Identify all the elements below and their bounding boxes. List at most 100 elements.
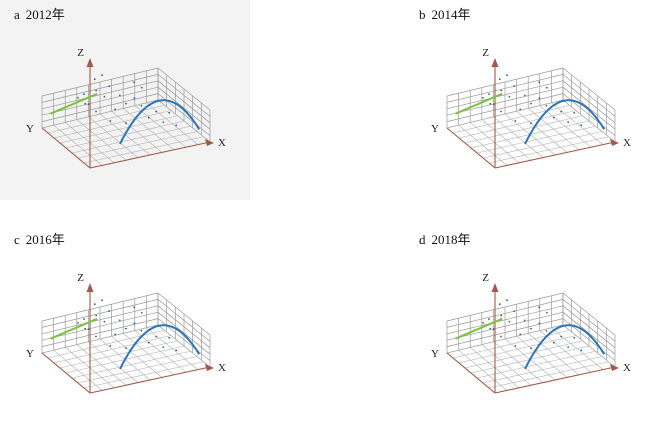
wall-gridline xyxy=(446,299,564,328)
floor-gridline xyxy=(476,350,596,379)
wall-gridline xyxy=(157,74,211,117)
data-point xyxy=(162,121,165,123)
floor-gridline xyxy=(458,335,577,364)
floor-gridline xyxy=(53,335,172,364)
data-point xyxy=(155,335,158,338)
wall-gridline xyxy=(157,305,211,349)
data-point xyxy=(140,329,143,332)
floor-gridline xyxy=(446,324,564,354)
z-axis-label: Z xyxy=(482,47,489,59)
data-point xyxy=(133,322,136,325)
floor-gridline xyxy=(464,115,583,144)
data-point xyxy=(580,349,583,352)
chart-3d-c: Z Y X xyxy=(26,272,226,394)
wall-gridline xyxy=(157,299,211,342)
wall-gridline xyxy=(41,311,159,341)
data-point xyxy=(567,121,570,123)
panel-c: c 2016年 Z Y X xyxy=(0,225,300,425)
data-point xyxy=(125,102,127,105)
data-point xyxy=(489,327,492,330)
data-point xyxy=(118,319,121,322)
panel-year: 2018年 xyxy=(431,232,471,247)
data-point xyxy=(580,124,583,127)
wall-gridline xyxy=(41,80,159,110)
series-linear-trend xyxy=(455,92,503,115)
data-point xyxy=(168,336,171,339)
data-point xyxy=(147,116,150,119)
wall-gridline xyxy=(446,93,564,122)
data-point xyxy=(108,310,111,313)
floor-gridline xyxy=(83,136,204,164)
z-axis-label: Z xyxy=(77,47,84,59)
data-point xyxy=(538,81,541,84)
panel-title: d 2018年 xyxy=(419,229,471,248)
y-axis-label: Y xyxy=(26,123,34,135)
floor-gridline xyxy=(482,131,603,159)
data-point xyxy=(140,311,143,314)
wall-gridline xyxy=(41,67,159,97)
data-point xyxy=(125,347,127,349)
chart-3d-b: Z Y X xyxy=(431,47,631,169)
data-point xyxy=(93,303,96,306)
wall-gridline xyxy=(157,67,211,111)
series-linear-trend xyxy=(50,92,98,115)
chart-3d-d: Z Y X xyxy=(431,272,631,394)
x-axis-line xyxy=(89,366,211,394)
floor-gridline xyxy=(41,99,159,129)
floor-gridline xyxy=(464,340,583,369)
floor-gridline xyxy=(452,104,570,134)
data-point xyxy=(168,111,171,114)
panel-title: a 2012年 xyxy=(14,4,65,23)
data-point xyxy=(109,345,112,347)
data-point xyxy=(125,122,127,124)
data-point xyxy=(87,328,90,330)
z-axis-arrow xyxy=(86,58,94,67)
panel-title: c 2016年 xyxy=(14,229,65,248)
data-point xyxy=(482,97,484,99)
y-axis-label: Y xyxy=(431,123,439,135)
data-point xyxy=(573,336,576,339)
data-point xyxy=(545,311,548,314)
floor-gridline xyxy=(77,131,198,159)
data-point xyxy=(538,306,541,309)
chart-3d-a: Z Y X xyxy=(26,47,226,169)
wall-gridline xyxy=(446,292,564,322)
wall-gridline xyxy=(157,311,211,355)
panel-b: b 2014年 Z Y X xyxy=(405,0,658,200)
wall-gridline xyxy=(446,74,564,103)
data-point xyxy=(506,299,508,302)
data-point xyxy=(108,85,111,88)
series-quadratic-trend xyxy=(524,99,606,145)
y-axis-line xyxy=(41,127,91,169)
floor-gridline xyxy=(59,340,178,369)
z-axis-arrow xyxy=(491,58,499,67)
wall-gridline xyxy=(446,305,564,335)
data-point xyxy=(513,310,516,313)
wall-gridline xyxy=(41,292,159,322)
wall-gridline xyxy=(157,86,211,130)
wall-gridline xyxy=(446,318,564,347)
y-axis-line xyxy=(446,127,496,169)
data-point xyxy=(109,120,112,122)
wall-gridline xyxy=(446,86,564,116)
wall-gridline xyxy=(41,93,159,122)
floor-gridline xyxy=(476,125,596,154)
data-point xyxy=(514,345,517,347)
series-quadratic-trend xyxy=(119,324,201,370)
x-axis-arrow xyxy=(205,139,214,146)
data-point xyxy=(482,322,484,324)
data-point xyxy=(162,346,165,348)
wall-gridline xyxy=(562,299,616,342)
data-point xyxy=(545,329,548,332)
data-point xyxy=(545,86,548,89)
data-point xyxy=(118,94,121,97)
data-point xyxy=(508,320,511,323)
data-point xyxy=(77,322,79,324)
data-point xyxy=(519,333,522,336)
data-point xyxy=(500,89,503,92)
panel-d: d 2018年 Z Y X xyxy=(405,225,658,425)
data-point xyxy=(498,303,501,306)
data-point xyxy=(83,93,85,95)
wall-gridline xyxy=(446,80,564,110)
